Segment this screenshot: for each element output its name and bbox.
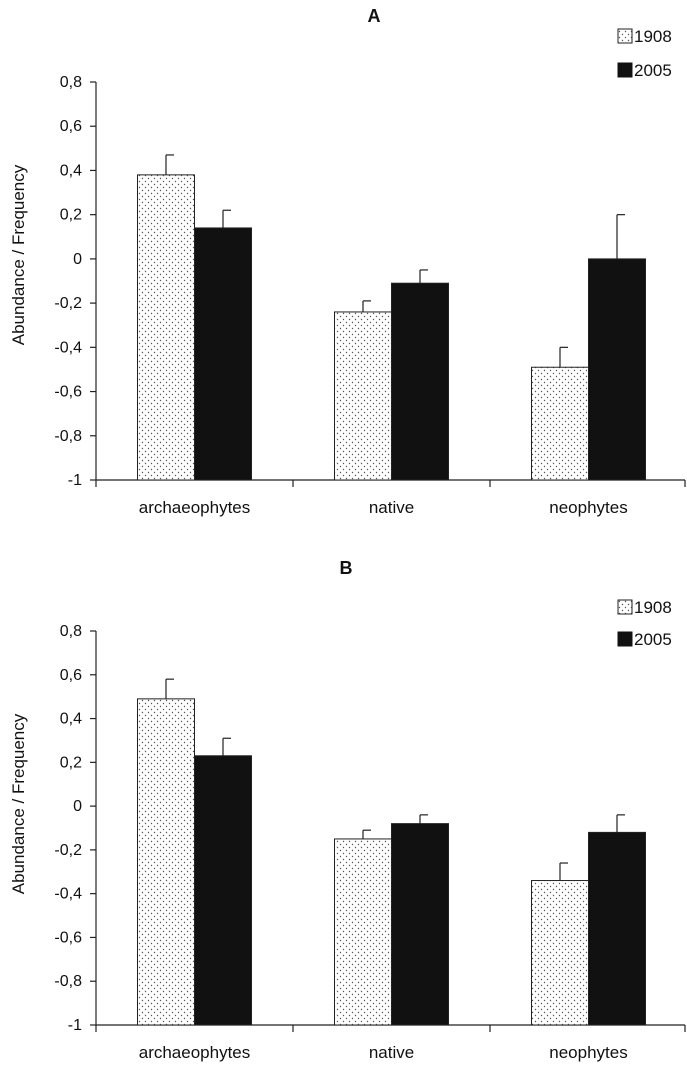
- panel-a-category-label: archaeophytes: [139, 498, 251, 517]
- panel-b-y-tick-label: 0,6: [60, 667, 82, 684]
- panel-b-bar-1908-archaeophytes: [137, 698, 195, 1026]
- panel-a-y-tick-label: -0,4: [54, 339, 82, 356]
- panel-a-y-tick-label: -0,2: [54, 295, 82, 312]
- panel-b-legend-label-1908: 1908: [634, 598, 672, 617]
- panel-a-y-tick-label: 0,8: [60, 74, 82, 91]
- panel-b-legend-label-2005: 2005: [634, 630, 672, 649]
- panel-a-legend-swatch-1908: [617, 28, 633, 44]
- panel-b-y-tick-label: 0,2: [60, 754, 82, 771]
- panel-a-y-tick-label: -1: [68, 472, 82, 489]
- panel-a-bar-2005-native: [391, 282, 449, 481]
- panel-b-title: B: [340, 558, 353, 578]
- panel-a-y-tick-label: 0,6: [60, 118, 82, 135]
- panel-b: B Abundance / Frequency 1908 2005 0,8 0,6…: [9, 558, 686, 1062]
- panel-b-plot: 0,8 0,6 0,4 0,2 0 -0,2 -0,4 -0,6 -0,8 -1 archaeoph…: [54, 623, 686, 1062]
- panel-b-y-tick-label: 0: [73, 798, 82, 815]
- panel-a: A Abundance / Frequency 1908 2005 0,8 0,6…: [9, 6, 686, 517]
- panel-b-y-tick-label: 0,8: [60, 623, 82, 640]
- panel-a-legend-label-1908: 1908: [634, 27, 672, 46]
- panel-a-y-axis-label: Abundance / Frequency: [9, 164, 28, 345]
- panel-b-legend-swatch-2005: [617, 631, 633, 647]
- panel-b-category-label: native: [369, 1043, 414, 1062]
- panel-b-y-tick-label: -1: [68, 1017, 82, 1034]
- panel-b-bar-1908-neophytes: [531, 880, 589, 1026]
- panel-a-bar-2005-archaeophytes: [194, 227, 252, 481]
- panel-b-category-label: archaeophytes: [139, 1043, 251, 1062]
- panel-a-y-tick-label: -0,8: [54, 428, 82, 445]
- panel-a-category-label: neophytes: [549, 498, 627, 517]
- panel-a-plot: 0,8 0,6 0,4 0,2 0 -0,2 -0,4 -0,6 -0,8 -1 archaeoph…: [54, 74, 686, 517]
- panel-a-title: A: [368, 6, 381, 26]
- panel-a-bar-1908-native: [334, 311, 392, 481]
- panel-a-bar-1908-neophytes: [531, 366, 589, 481]
- panel-b-bar-2005-native: [391, 823, 449, 1026]
- panel-b-y-tick-label: -0,6: [54, 929, 82, 946]
- panel-a-y-tick-label: 0,4: [60, 162, 82, 179]
- panel-a-legend-swatch-2005: [617, 62, 633, 78]
- panel-b-y-tick-label: -0,2: [54, 842, 82, 859]
- panel-b-bar-2005-neophytes: [588, 831, 646, 1026]
- panel-b-bar-2005-archaeophytes: [194, 755, 252, 1026]
- panel-b-legend: 1908 2005: [617, 598, 672, 649]
- panel-a-category-label: native: [369, 498, 414, 517]
- panel-b-category-label: neophytes: [549, 1043, 627, 1062]
- panel-a-y-tick-label: 0: [73, 251, 82, 268]
- panel-a-legend-label-2005: 2005: [634, 61, 672, 80]
- panel-a-bar-1908-archaeophytes: [137, 174, 195, 481]
- panel-b-y-tick-label: -0,4: [54, 886, 82, 903]
- panel-b-y-tick-label: -0,8: [54, 973, 82, 990]
- panel-b-bar-1908-native: [334, 838, 392, 1026]
- panel-a-y-tick-label: 0,2: [60, 207, 82, 224]
- panel-b-y-axis-label: Abundance / Frequency: [9, 713, 28, 894]
- panel-a-legend: 1908 2005: [617, 27, 672, 80]
- panel-a-y-tick-label: -0,6: [54, 384, 82, 401]
- panel-b-y-tick-label: 0,4: [60, 711, 82, 728]
- panel-b-legend-swatch-1908: [617, 599, 633, 615]
- panel-a-bar-2005-neophytes: [588, 258, 646, 481]
